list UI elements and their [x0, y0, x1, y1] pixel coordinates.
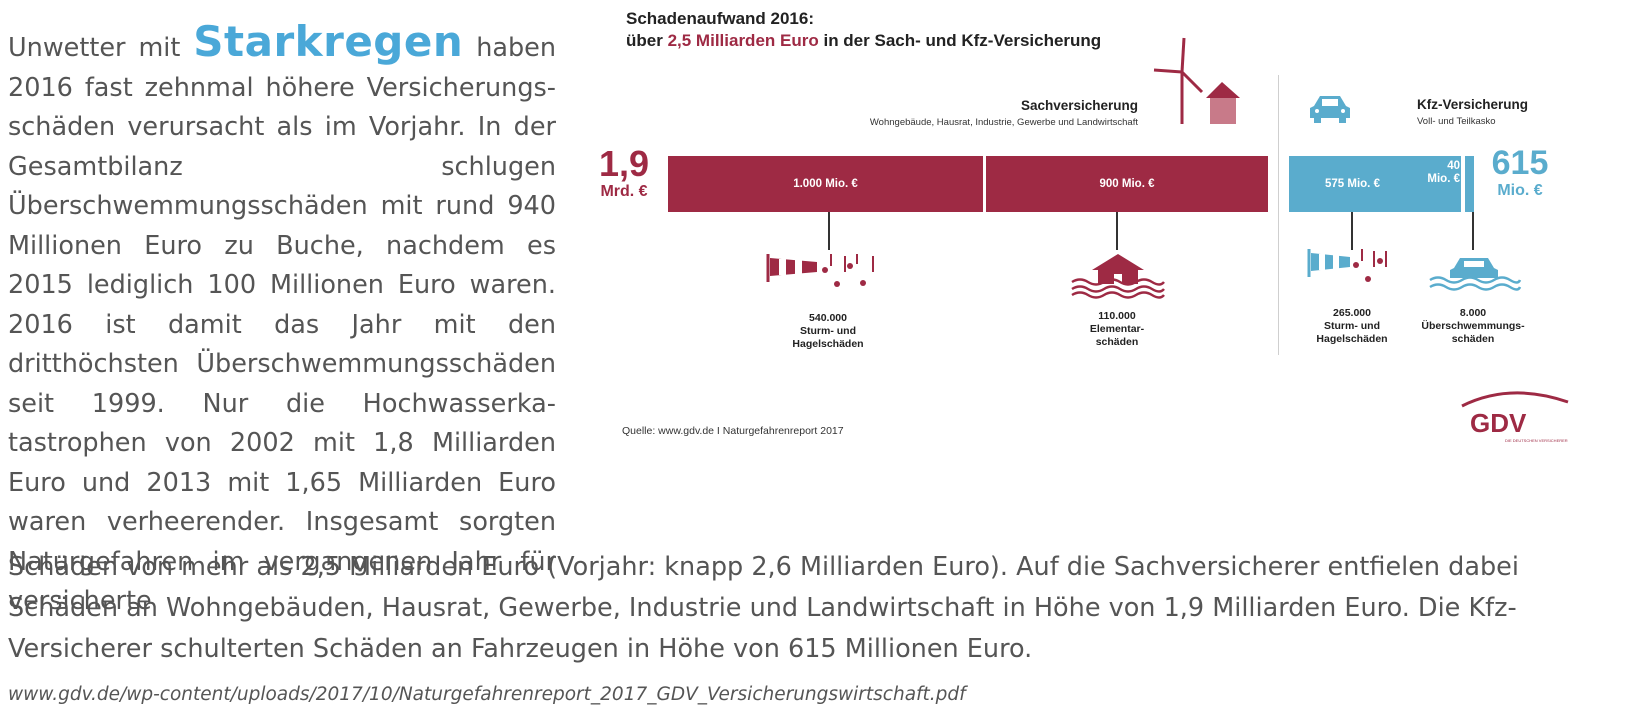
sach-heading: Sachversicherung: [1020, 98, 1138, 113]
stat-count: 540.000: [809, 312, 847, 324]
title-line-2: über 2,5 Milliarden Euro in der Sach- un…: [626, 30, 1101, 52]
sach-total: 1,9 Mrd. €: [594, 145, 654, 201]
stat-label: schäden: [1451, 333, 1495, 345]
kfz-bar-40-text: 40 Mio. €: [1416, 160, 1460, 186]
kfz-heading: Kfz-Versicherung: [1417, 97, 1529, 112]
keyword-starkregen: Starkregen: [193, 17, 464, 66]
stat-sach-sturm-hagel: 540.000 Sturm- und Hagelschäden: [768, 312, 888, 351]
stat-label: Hagelschäden: [1316, 333, 1388, 345]
stat-kfz-ueberschwemmung: 8.000 Überschwemmungs- schäden: [1413, 307, 1533, 346]
damage-infographic: Schadenaufwand 2016: über 2,5 Milliarden…: [599, 0, 1648, 500]
flood-car-icon: [1429, 258, 1522, 291]
article-continuation: Schäden von mehr als 2,5 Milliarden Euro…: [8, 552, 1519, 664]
connector-line: [1116, 212, 1118, 250]
wind-turbine-house-icon: [1153, 37, 1240, 124]
flood-house-icon: [1071, 254, 1165, 299]
sach-bar-900: 900 Mio. €: [986, 156, 1268, 212]
stat-label: Elementar-: [1089, 323, 1145, 335]
sach-bar-900-label: 900 Mio. €: [1099, 178, 1155, 190]
article-intro: Unwetter mit Starkregen haben 2016 fast …: [8, 21, 557, 622]
kfz-bar-575-label: 575 Mio. €: [1325, 178, 1380, 190]
title-prefix: über: [626, 31, 663, 50]
infographic-source: Quelle: www.gdv.de I Naturgefahrenreport…: [622, 425, 844, 437]
kfz-bar-40-value: 40: [1447, 160, 1460, 172]
stat-label: Hagelschäden: [792, 338, 864, 350]
sach-total-value: 1,9: [598, 143, 650, 184]
sach-bar-1000-label: 1.000 Mio. €: [793, 178, 858, 190]
infographic-title: Schadenaufwand 2016: über 2,5 Milliarden…: [626, 8, 1101, 52]
kfz-total: 615 Mio. €: [1480, 145, 1560, 201]
sach-subheading: Wohngebäude, Hausrat, Industrie, Gewerbe…: [869, 117, 1138, 128]
stat-sach-elementar: 110.000 Elementar- schäden: [1057, 310, 1177, 349]
title-highlight: 2,5 Milliarden Euro: [667, 31, 819, 50]
title-line-1: Schadenaufwand 2016:: [626, 9, 815, 28]
kfz-bar-575: 575 Mio. €: [1289, 156, 1461, 212]
kfz-total-unit: Mio. €: [1497, 182, 1543, 199]
stat-label: Sturm- und: [1324, 320, 1380, 332]
kfz-bar-40: [1465, 156, 1474, 212]
connector-line: [1351, 212, 1353, 250]
stat-count: 265.000: [1333, 307, 1371, 319]
sach-total-unit: Mrd. €: [600, 183, 648, 200]
stat-kfz-sturm-hagel: 265.000 Sturm- und Hagelschäden: [1292, 307, 1412, 346]
stat-count: 110.000: [1098, 310, 1136, 322]
kfz-subheading: Voll- und Teilkasko: [1417, 116, 1496, 127]
stat-count: 8.000: [1459, 307, 1487, 319]
connector-line: [828, 212, 830, 250]
source-url-link[interactable]: www.gdv.de/wp-content/uploads/2017/10/Na…: [8, 684, 966, 705]
gdv-logo-arc-icon: [1461, 391, 1569, 408]
gdv-logo: GDV: [1470, 408, 1527, 438]
windsock-hail-icon: [1307, 249, 1387, 282]
stat-label: Sturm- und: [800, 325, 856, 337]
gdv-logo-subtext: DIE DEUTSCHEN VERSICHERER: [1505, 438, 1568, 443]
sach-bar-1000: 1.000 Mio. €: [668, 156, 983, 212]
connector-line: [1472, 212, 1474, 250]
stat-label: schäden: [1095, 336, 1139, 348]
stat-label: Überschwemmungs-: [1421, 320, 1525, 332]
intro-prefix: Unwetter mit: [8, 33, 181, 63]
car-icon: [1310, 96, 1350, 123]
kfz-total-value: 615: [1491, 144, 1549, 182]
kfz-bar-40-unit: Mio. €: [1427, 173, 1460, 185]
title-suffix: in der Sach- und Kfz-Versicherung: [823, 31, 1102, 50]
section-separator: [1278, 75, 1279, 355]
intro-body: haben 2016 fast zehnmal höhere Versicher…: [8, 33, 557, 616]
windsock-hail-icon: [766, 254, 874, 287]
